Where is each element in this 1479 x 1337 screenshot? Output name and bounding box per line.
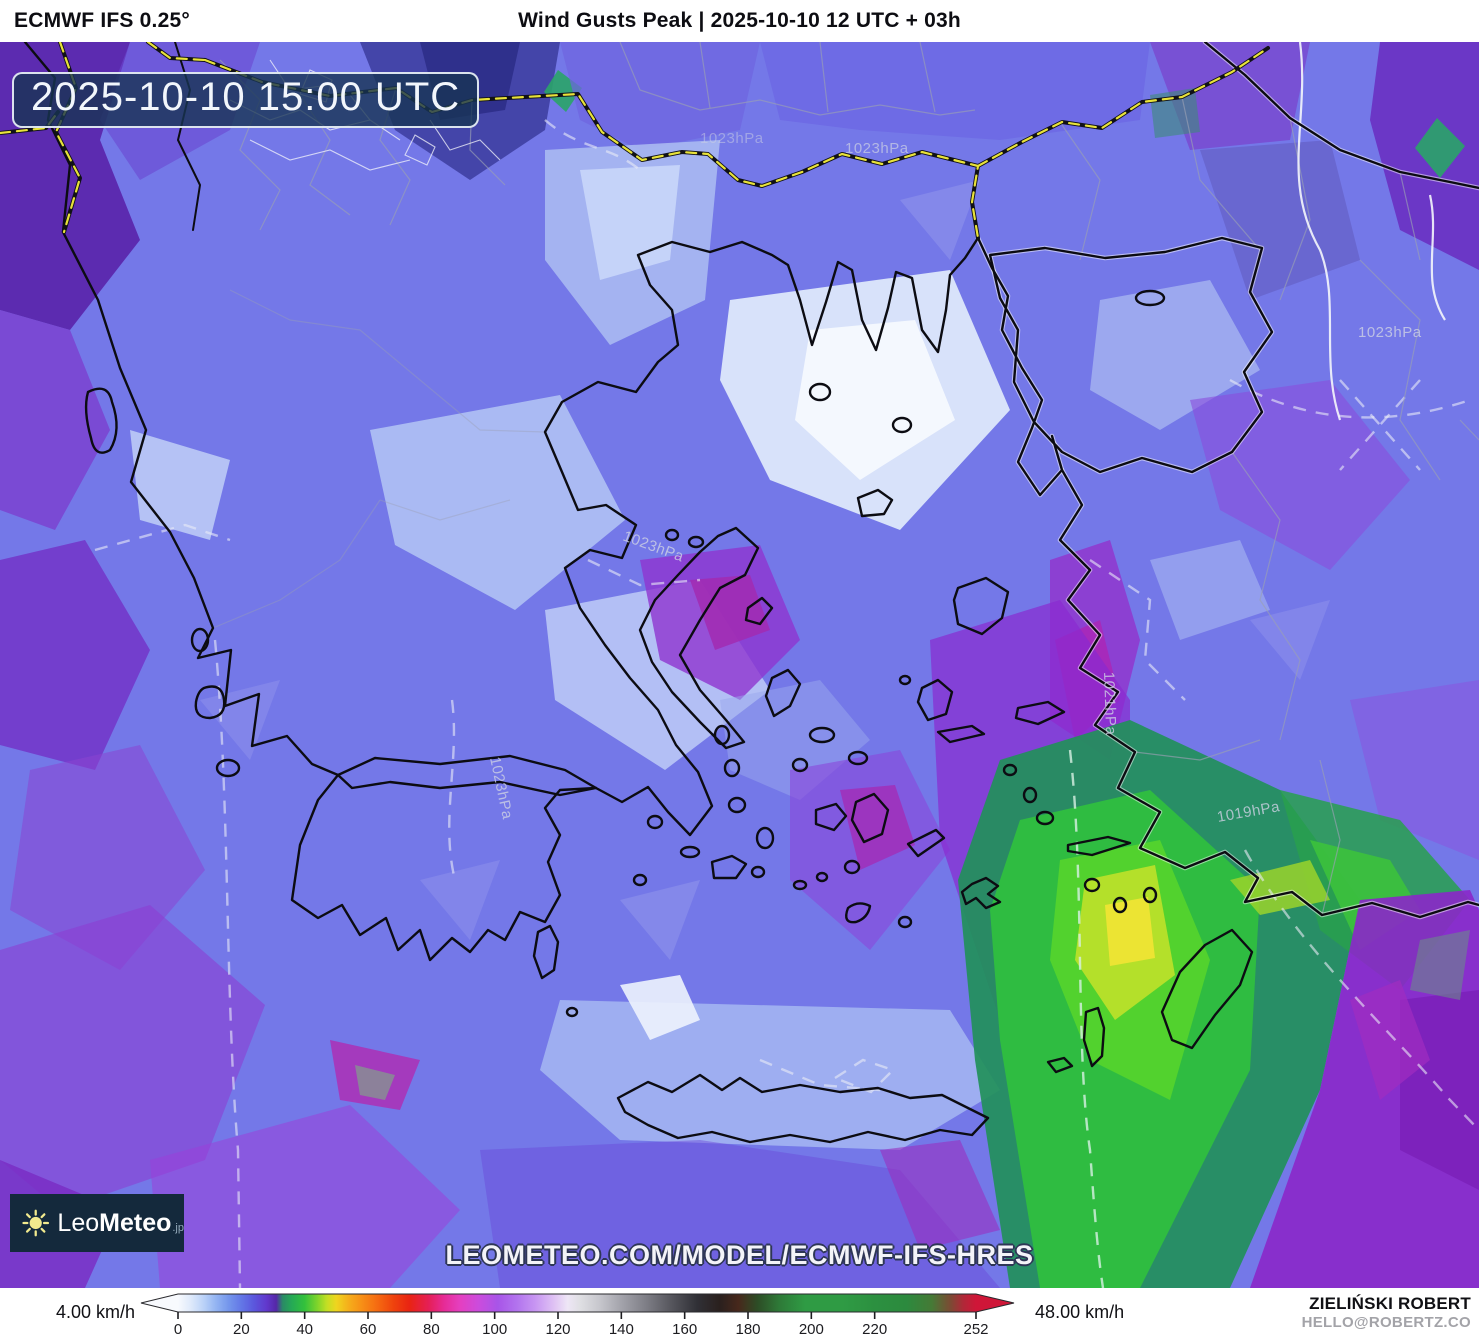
leometeo-sun-icon (22, 1209, 50, 1237)
svg-text:120: 120 (546, 1321, 571, 1337)
wind-gust-map-canvas: 1023hPa1023hPa1023hPa1023hPa1023hPa1021h… (0, 42, 1479, 1288)
svg-text:0: 0 (174, 1321, 182, 1337)
svg-text:40: 40 (296, 1321, 313, 1337)
weather-map: 1023hPa 1023hPa 1023hPa 1023hPa 1023hPa 1021h… (0, 42, 1479, 1288)
author-name: ZIELIŃSKI ROBERT (1309, 1294, 1471, 1314)
colorbar-left-arrow (141, 1294, 179, 1312)
timestamp-badge: 2025-10-10 15:00 UTC (12, 72, 480, 128)
svg-text:220: 220 (862, 1321, 887, 1337)
isobar-layer (94, 119, 1479, 1288)
svg-text:252: 252 (964, 1321, 989, 1337)
svg-text:180: 180 (736, 1321, 761, 1337)
page-title: Wind Gusts Peak | 2025-10-10 12 UTC + 03… (518, 9, 961, 32)
leometeo-logo: Leo Meteo .jp (10, 1194, 184, 1252)
colorbar-right-arrow (976, 1294, 1015, 1312)
attribution: ZIELIŃSKI ROBERT HELLO@ROBERTZ.CO (1302, 1294, 1471, 1331)
svg-text:1023hPa: 1023hPa (700, 130, 764, 147)
svg-text:1021hPa: 1021hPa (1100, 672, 1119, 736)
svg-text:200: 200 (799, 1321, 824, 1337)
watermark-url: LEOMETEO.COM/MODEL/ECMWF-IFS-HRES (445, 1240, 1034, 1270)
svg-text:100: 100 (482, 1321, 507, 1337)
colorbar-gradient (178, 1294, 977, 1312)
svg-text:160: 160 (672, 1321, 697, 1337)
header-bar: ECMWF IFS 0.25° Wind Gusts Peak | 2025-1… (0, 0, 1479, 42)
svg-text:20: 20 (233, 1321, 250, 1337)
model-label: ECMWF IFS 0.25° (14, 9, 190, 32)
wind-field-layer (0, 42, 1479, 1288)
svg-text:140: 140 (609, 1321, 634, 1337)
colorbar: 0 20 40 60 80 100 120 140 160 180 200 220 252 (140, 1293, 1015, 1337)
svg-text:80: 80 (423, 1321, 440, 1337)
colorbar-max-label: 48.00 km/h (1035, 1302, 1125, 1322)
svg-text:1023hPa: 1023hPa (845, 140, 909, 157)
colorbar-ticks: 0 20 40 60 80 100 120 140 160 180 200 220 252 (174, 1312, 989, 1337)
leometeo-logo-text: Leo Meteo .jp (57, 1208, 184, 1237)
coastline-layer (23, 42, 1479, 1144)
svg-text:1023hPa: 1023hPa (1358, 324, 1422, 341)
admin-borders-layer (212, 42, 1479, 916)
svg-text:60: 60 (360, 1321, 377, 1337)
author-email: HELLO@ROBERTZ.CO (1301, 1313, 1471, 1331)
colorbar-min-label: 4.00 km/h (56, 1302, 136, 1322)
footer-bar: 4.00 km/h 0 20 40 60 80 100 120 140 160 180 200 220… (0, 1288, 1479, 1337)
